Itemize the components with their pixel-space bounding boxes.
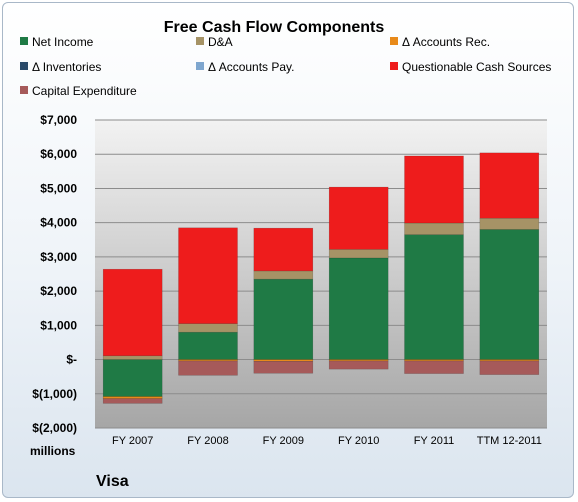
x-tick-label: FY 2011 xyxy=(414,435,455,447)
legend-swatch xyxy=(196,37,204,45)
bar-segment xyxy=(102,268,163,357)
bar-segment xyxy=(328,360,389,370)
bar-segment xyxy=(328,257,389,360)
legend-label: Net Income xyxy=(32,35,94,49)
bar-segment xyxy=(328,249,389,259)
y-tick-label: $6,000 xyxy=(40,147,77,161)
bar-segment xyxy=(102,396,163,399)
y-tick-label: $1,000 xyxy=(40,318,77,332)
legend-label: Δ Accounts Rec. xyxy=(402,35,490,49)
bar-segment xyxy=(328,186,389,250)
y-tick-labels: $(2,000) $(1,000) $- $1,000 $2,000 $3,000 $4,0… xyxy=(32,113,77,435)
x-tick-label: FY 2009 xyxy=(263,435,304,447)
bar-segment xyxy=(178,227,238,324)
legend-swatch xyxy=(390,37,398,45)
y-tick-label: $(2,000) xyxy=(32,421,77,435)
bar-segment xyxy=(102,398,163,404)
bar-segment xyxy=(404,234,464,360)
bar-segment xyxy=(404,155,464,224)
bar-segment xyxy=(479,360,540,375)
bar-segment xyxy=(102,359,163,397)
bar-segment xyxy=(479,152,540,219)
y-tick-label: $(1,000) xyxy=(32,387,77,401)
legend-swatch xyxy=(20,86,28,94)
units-label: millions xyxy=(30,444,76,458)
y-tick-label: $- xyxy=(66,353,77,367)
x-tick-label: FY 2010 xyxy=(338,435,379,447)
y-tick-label: $4,000 xyxy=(40,216,77,230)
bar-segment xyxy=(178,331,238,360)
bar-segment xyxy=(479,217,540,230)
y-tick-label: $3,000 xyxy=(40,250,77,264)
bar-segment xyxy=(404,222,464,235)
bar-segment xyxy=(178,360,238,376)
y-tick-label: $2,000 xyxy=(40,284,77,298)
x-tick-labels: FY 2007 FY 2008 FY 2009 FY 2010 FY 2011 TTM 1… xyxy=(112,435,542,447)
y-tick-label: $5,000 xyxy=(40,181,77,195)
legend-label: D&A xyxy=(208,35,233,49)
company-name: Visa xyxy=(96,473,129,490)
y-tick-label: $7,000 xyxy=(40,113,77,127)
legend-label: Questionable Cash Sources xyxy=(402,60,551,74)
x-tick-label: TTM 12-2011 xyxy=(477,435,542,447)
legend-swatch xyxy=(20,62,28,70)
bar-segment xyxy=(253,227,314,272)
legend: Net Income D&A Δ Accounts Rec. Δ Inventorie… xyxy=(20,35,551,98)
gridlines xyxy=(95,119,547,429)
bar-segment xyxy=(479,229,540,360)
x-tick-label: FY 2008 xyxy=(187,435,228,447)
bar-segment xyxy=(404,360,464,374)
chart-title: Free Cash Flow Components xyxy=(164,19,385,36)
legend-label: Δ Inventories xyxy=(32,60,101,74)
plot-area xyxy=(95,120,547,428)
bars xyxy=(102,152,540,404)
legend-swatch xyxy=(20,37,28,45)
bar-segment xyxy=(102,355,163,360)
legend-swatch xyxy=(390,62,398,70)
bar-segment xyxy=(253,270,314,280)
bar-segment xyxy=(253,278,314,360)
bar-segment xyxy=(253,361,314,374)
bar-segment xyxy=(178,323,238,333)
legend-label: Δ Accounts Pay. xyxy=(208,60,295,74)
bar-segment xyxy=(253,359,314,362)
legend-label: Capital Expenditure xyxy=(32,84,137,98)
legend-swatch xyxy=(196,62,204,70)
x-tick-label: FY 2007 xyxy=(112,435,153,447)
